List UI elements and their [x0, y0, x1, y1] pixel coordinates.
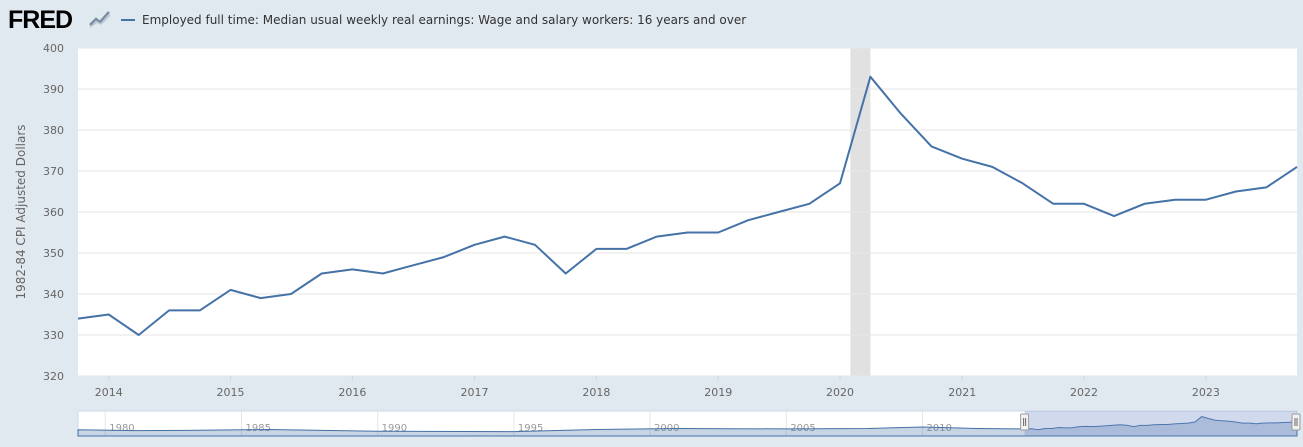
grid-layer — [78, 47, 1297, 377]
x-tick-label: 2017 — [461, 386, 489, 399]
range-navigator[interactable]: 1980 1985 1990 1995 2000 2005 2010 — [77, 410, 1301, 437]
y-tick-label: 360 — [43, 206, 64, 219]
navigator-year-label: 2010 — [927, 423, 952, 434]
x-tick-label: 2016 — [338, 386, 366, 399]
legend-swatch — [121, 19, 135, 21]
x-tick-label: 2018 — [582, 386, 610, 399]
chart-header: FRED Employed full time: Median usual we… — [0, 0, 1303, 40]
x-tick-label: 2021 — [948, 386, 976, 399]
navigator-year-label: 1985 — [245, 423, 270, 434]
chart-line-icon — [88, 8, 112, 28]
x-tick-label: 2022 — [1070, 386, 1098, 399]
y-tick-label: 340 — [43, 288, 64, 301]
y-tick-label: 400 — [43, 42, 64, 55]
y-tick-label: 380 — [43, 124, 64, 137]
x-tick-label: 2014 — [95, 386, 123, 399]
y-tick-label: 370 — [43, 165, 64, 178]
navigator-year-label: 1990 — [382, 423, 407, 434]
series-layer — [77, 75, 1298, 336]
navigator-year-label: 1995 — [518, 423, 543, 434]
x-tick-label: 2020 — [826, 386, 854, 399]
navigator-right-handle[interactable] — [1291, 413, 1301, 431]
navigator-series-area — [77, 416, 1298, 437]
y-tick-label: 320 — [43, 370, 64, 383]
navigator-background — [77, 410, 1298, 437]
y-tick-label: 390 — [43, 83, 64, 96]
y-tick-label: 350 — [43, 247, 64, 260]
fred-logo[interactable]: FRED — [8, 6, 73, 34]
x-tick-label: 2015 — [217, 386, 245, 399]
chart-legend: Employed full time: Median usual weekly … — [121, 10, 746, 30]
legend-series-name: Employed full time: Median usual weekly … — [142, 13, 747, 27]
navigator-year-label: 1980 — [109, 423, 134, 434]
y-axis-label: 1982-84 CPI Adjusted Dollars — [14, 124, 28, 299]
x-tick-labels: 2014 2015 2016 2017 2018 2019 2020 2021 2022 2023 — [95, 376, 1220, 399]
navigator-left-handle[interactable] — [1020, 413, 1030, 431]
navigator-selection[interactable] — [1024, 411, 1297, 436]
y-tick-labels: 320 330 340 350 360 370 380 390 400 — [43, 42, 64, 383]
series-line[interactable] — [77, 75, 1298, 336]
x-tick-label: 2019 — [704, 386, 732, 399]
x-tick-label: 2023 — [1192, 386, 1220, 399]
y-tick-label: 330 — [43, 329, 64, 342]
